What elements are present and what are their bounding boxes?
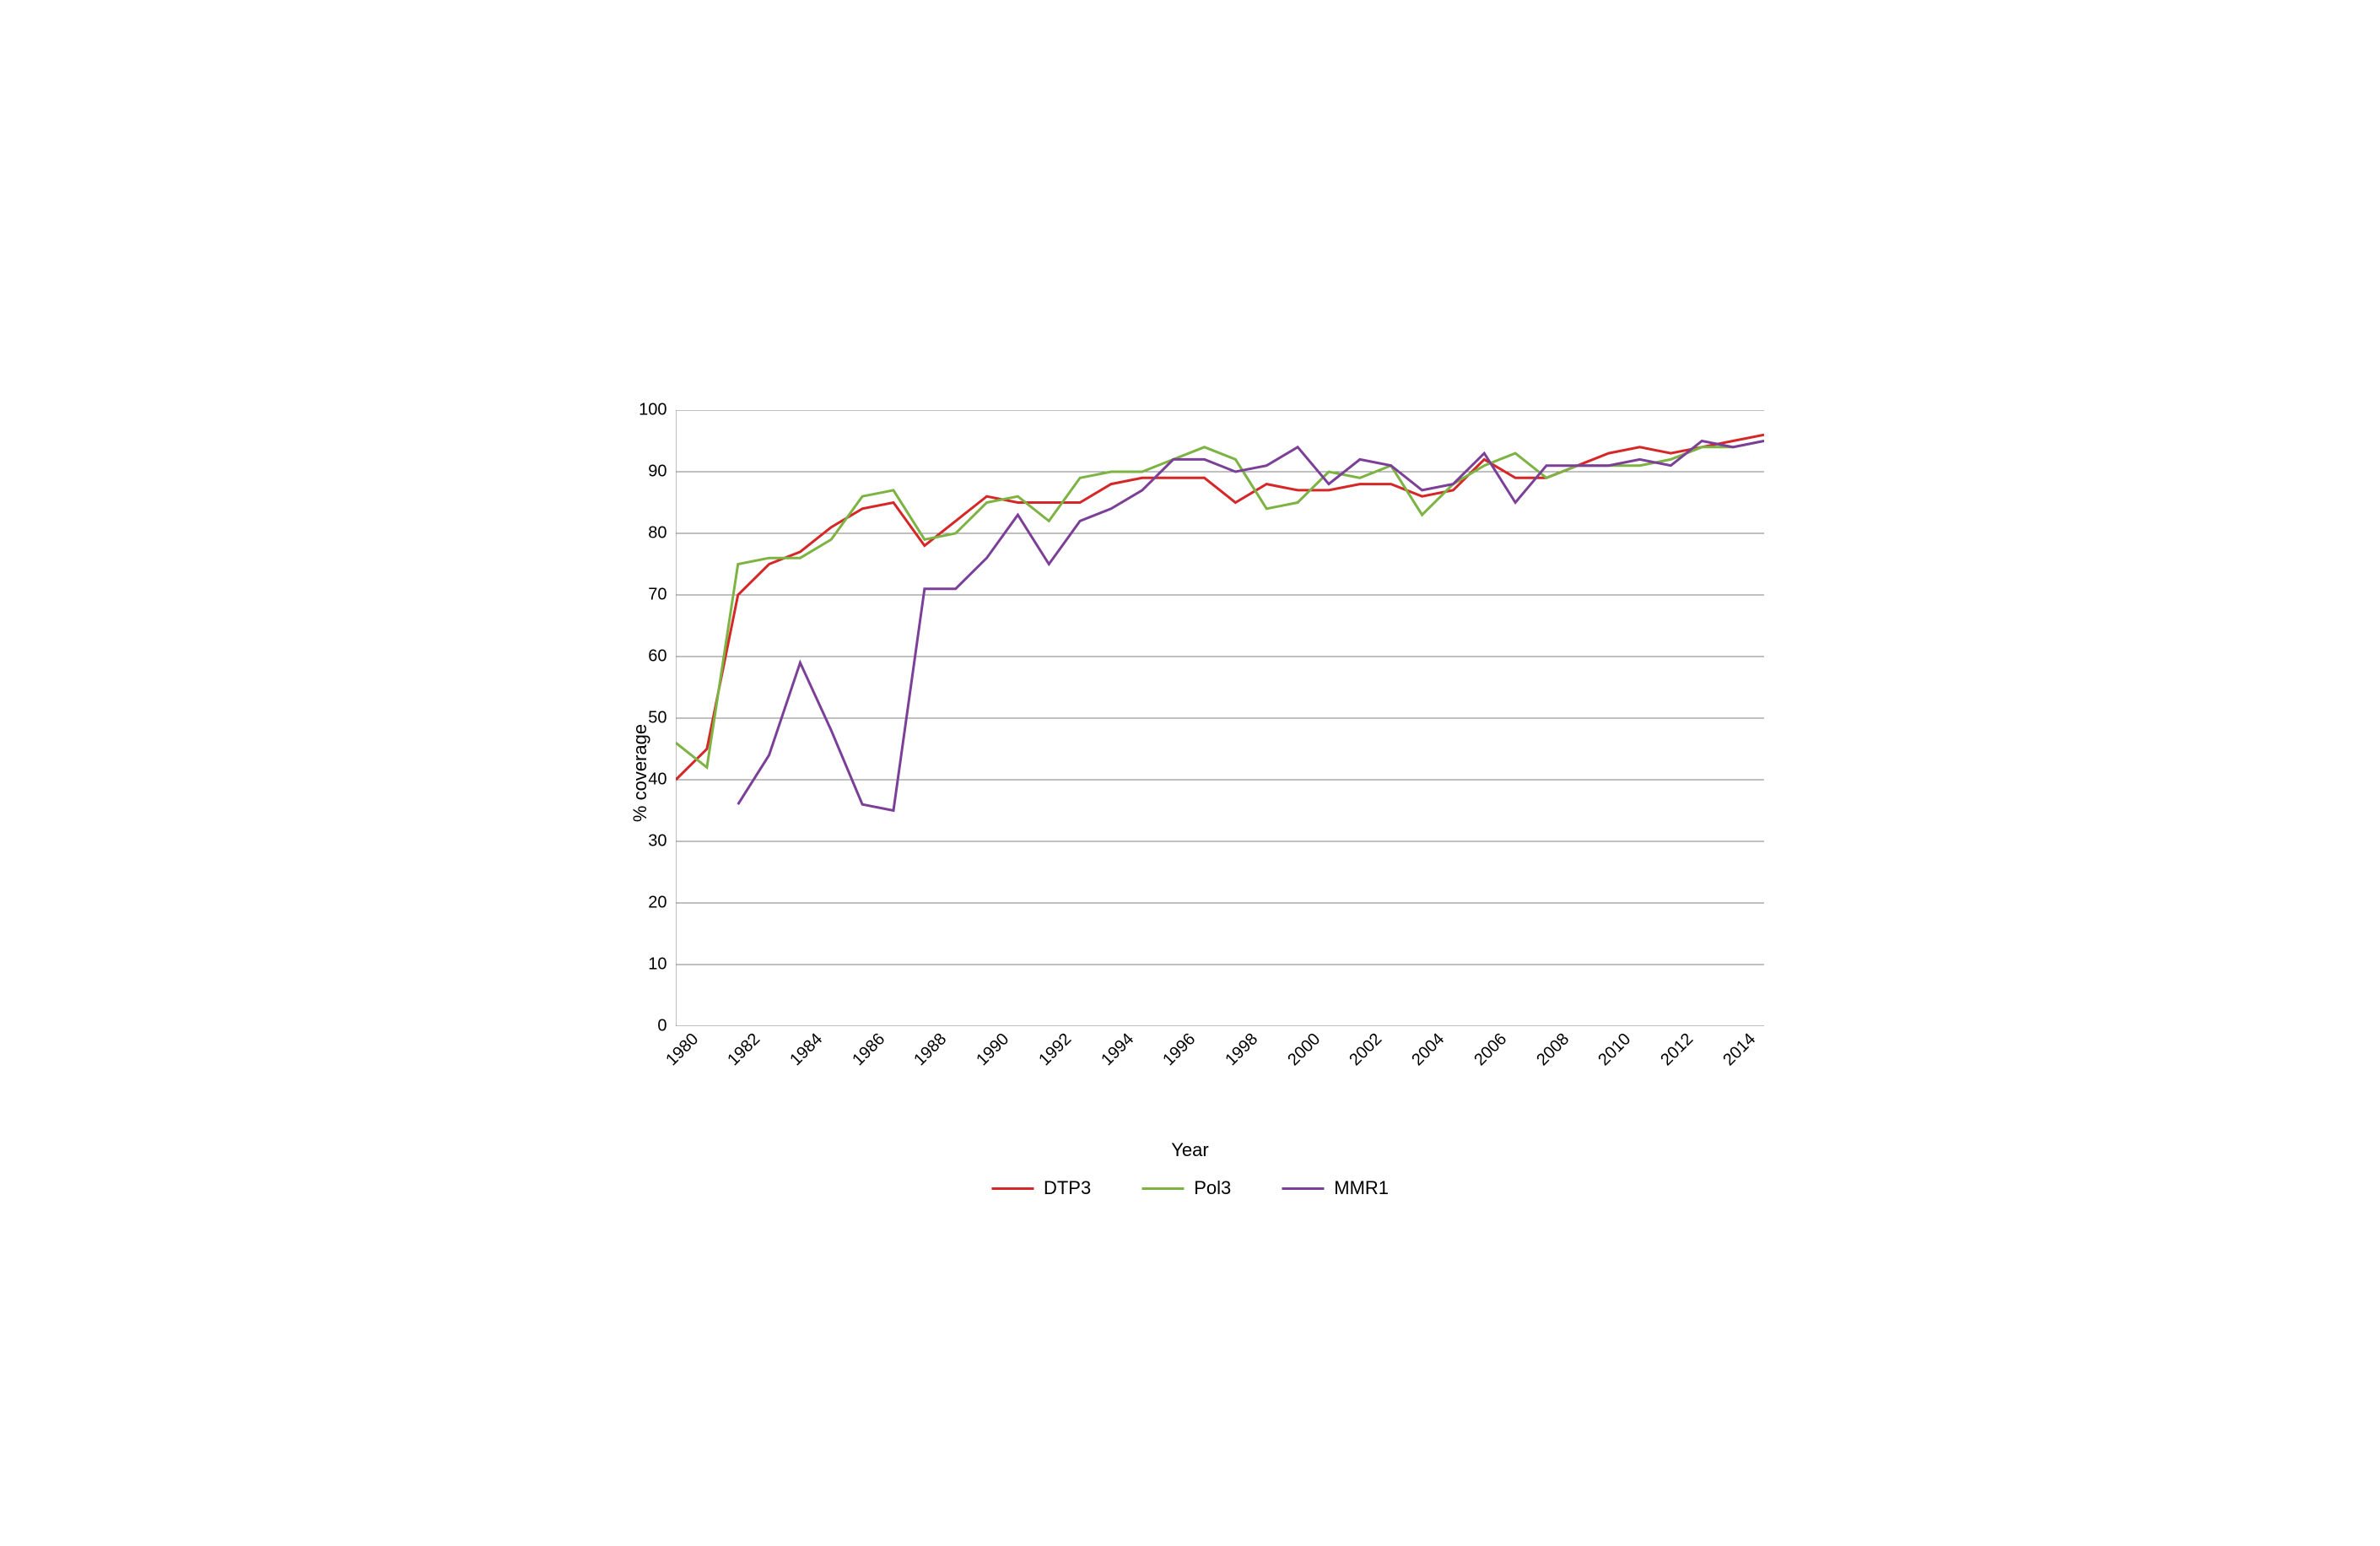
legend-label-pol3: Pol3 [1194,1177,1231,1199]
x-tick-label: 1980 [662,1030,703,1070]
chart-svg [676,410,1764,1026]
x-tick-label: 1990 [973,1030,1013,1070]
x-tick-label: 1984 [786,1030,827,1070]
series-line-mmr1 [737,441,1763,811]
x-tick-label: 2006 [1471,1030,1511,1070]
y-tick-label: 30 [625,832,667,851]
x-tick-label: 2014 [1719,1030,1760,1070]
y-tick-label: 100 [625,401,667,420]
x-tick-label: 1982 [724,1030,764,1070]
x-tick-label: 2012 [1657,1030,1697,1070]
x-tick-label: 1988 [911,1030,952,1070]
series-line-dtp3 [676,435,1764,780]
x-axis-label: Year [1171,1139,1208,1161]
legend-line-pol3 [1141,1187,1184,1190]
legend-line-mmr1 [1282,1187,1324,1190]
legend: DTP3 Pol3 MMR1 [991,1177,1389,1199]
y-tick-label: 60 [625,647,667,667]
x-tick-label: 1992 [1035,1030,1076,1070]
y-tick-label: 40 [625,770,667,790]
x-tick-label: 2000 [1284,1030,1325,1070]
legend-item-pol3: Pol3 [1141,1177,1231,1199]
y-tick-label: 0 [625,1017,667,1036]
legend-label-mmr1: MMR1 [1334,1177,1389,1199]
x-tick-label: 1994 [1098,1030,1138,1070]
y-tick-label: 10 [625,955,667,975]
y-tick-label: 20 [625,894,667,913]
x-tick-label: 1986 [849,1030,889,1070]
chart-container: % coverage 0102030405060708090100 198019… [600,393,1781,1153]
plot-area [676,410,1764,1026]
x-tick-label: 1996 [1159,1030,1200,1070]
x-tick-label: 2002 [1347,1030,1387,1070]
legend-item-dtp3: DTP3 [991,1177,1091,1199]
legend-label-dtp3: DTP3 [1044,1177,1091,1199]
y-tick-label: 50 [625,709,667,728]
x-tick-label: 2010 [1595,1030,1635,1070]
x-tick-label: 2008 [1533,1030,1573,1070]
legend-line-dtp3 [991,1187,1033,1190]
x-tick-label: 1998 [1222,1030,1262,1070]
y-tick-label: 90 [625,462,667,482]
y-tick-label: 80 [625,524,667,543]
legend-item-mmr1: MMR1 [1282,1177,1389,1199]
y-tick-label: 70 [625,586,667,605]
x-tick-label: 2004 [1408,1030,1449,1070]
